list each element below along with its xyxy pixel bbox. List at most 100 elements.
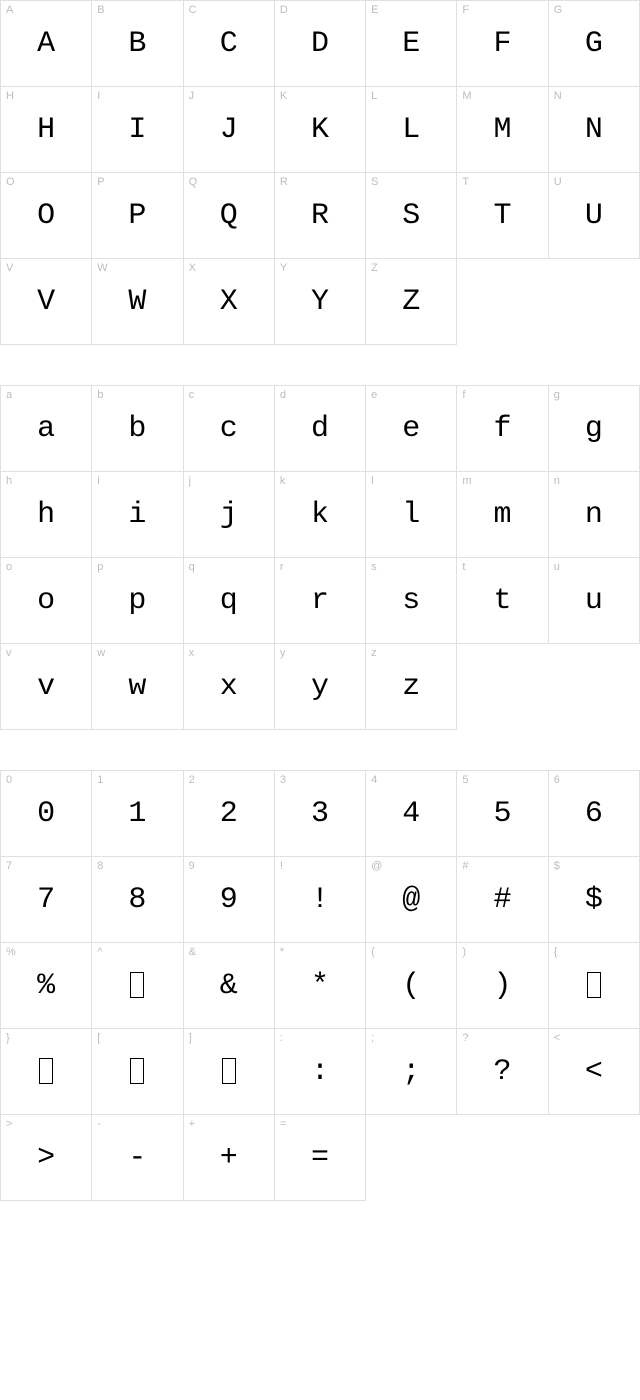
glyph-cell[interactable]: @@: [366, 857, 457, 943]
glyph-cell[interactable]: 77: [1, 857, 92, 943]
glyph-cell[interactable]: BB: [92, 1, 183, 87]
glyph-display: Z: [402, 287, 420, 317]
glyph-cell[interactable]: ::: [275, 1029, 366, 1115]
glyph-cell[interactable]: AA: [1, 1, 92, 87]
glyph-cell[interactable]: 99: [184, 857, 275, 943]
glyph-cell[interactable]: ss: [366, 558, 457, 644]
glyph-cell[interactable]: ii: [92, 472, 183, 558]
glyph-cell[interactable]: OO: [1, 173, 92, 259]
glyph-cell[interactable]: kk: [275, 472, 366, 558]
glyph-key-label: g: [554, 389, 560, 401]
glyph-cell[interactable]: HH: [1, 87, 92, 173]
glyph-key-label: ;: [371, 1032, 374, 1044]
glyph-cell[interactable]: --: [92, 1115, 183, 1201]
glyph-cell[interactable]: KK: [275, 87, 366, 173]
glyph-cell[interactable]: RR: [275, 173, 366, 259]
glyph-cell[interactable]: 00: [1, 771, 92, 857]
glyph-cell[interactable]: ??: [457, 1029, 548, 1115]
glyph-cell[interactable]: ==: [275, 1115, 366, 1201]
glyph-cell[interactable]: ##: [457, 857, 548, 943]
glyph-cell[interactable]: PP: [92, 173, 183, 259]
glyph-cell[interactable]: 11: [92, 771, 183, 857]
glyph-cell[interactable]: WW: [92, 259, 183, 345]
glyph-cell[interactable]: zz: [366, 644, 457, 730]
glyph-cell[interactable]: YY: [275, 259, 366, 345]
glyph-cell[interactable]: ;;: [366, 1029, 457, 1115]
glyph-cell[interactable]: XX: [184, 259, 275, 345]
glyph-display: d: [311, 414, 329, 444]
glyph-cell[interactable]: nn: [549, 472, 640, 558]
glyph-cell[interactable]: TT: [457, 173, 548, 259]
glyph-cell[interactable]: yy: [275, 644, 366, 730]
glyph-cell[interactable]: bb: [92, 386, 183, 472]
glyph-cell[interactable]: ww: [92, 644, 183, 730]
glyph-display: m: [494, 500, 512, 530]
glyph-cell[interactable]: [: [92, 1029, 183, 1115]
glyph-cell[interactable]: dd: [275, 386, 366, 472]
glyph-cell[interactable]: **: [275, 943, 366, 1029]
glyph-cell[interactable]: 55: [457, 771, 548, 857]
glyph-cell[interactable]: 88: [92, 857, 183, 943]
glyph-key-label: $: [554, 860, 560, 872]
glyph-cell[interactable]: rr: [275, 558, 366, 644]
glyph-cell[interactable]: FF: [457, 1, 548, 87]
glyph-key-label: D: [280, 4, 288, 16]
glyph-cell[interactable]: ee: [366, 386, 457, 472]
glyph-cell[interactable]: qq: [184, 558, 275, 644]
glyph-display: G: [585, 29, 603, 59]
glyph-cell[interactable]: DD: [275, 1, 366, 87]
glyph-cell[interactable]: ++: [184, 1115, 275, 1201]
glyph-cell[interactable]: pp: [92, 558, 183, 644]
glyph-key-label: 9: [189, 860, 195, 872]
glyph-cell[interactable]: ZZ: [366, 259, 457, 345]
glyph-cell[interactable]: ((: [366, 943, 457, 1029]
glyph-cell[interactable]: vv: [1, 644, 92, 730]
glyph-cell[interactable]: NN: [549, 87, 640, 173]
glyph-cell[interactable]: CC: [184, 1, 275, 87]
glyph-cell[interactable]: {: [549, 943, 640, 1029]
glyph-cell[interactable]: cc: [184, 386, 275, 472]
glyph-cell[interactable]: 44: [366, 771, 457, 857]
glyph-cell[interactable]: mm: [457, 472, 548, 558]
glyph-cell[interactable]: jj: [184, 472, 275, 558]
glyph-display: y: [311, 672, 329, 702]
glyph-cell[interactable]: MM: [457, 87, 548, 173]
glyph-cell[interactable]: 22: [184, 771, 275, 857]
empty-cell: [366, 1115, 457, 1201]
glyph-cell[interactable]: hh: [1, 472, 92, 558]
glyph-display: h: [37, 500, 55, 530]
glyph-cell[interactable]: aa: [1, 386, 92, 472]
glyph-cell[interactable]: >>: [1, 1115, 92, 1201]
glyph-cell[interactable]: QQ: [184, 173, 275, 259]
glyph-cell[interactable]: 33: [275, 771, 366, 857]
glyph-cell[interactable]: oo: [1, 558, 92, 644]
glyph-key-label: j: [189, 475, 191, 487]
glyph-cell[interactable]: LL: [366, 87, 457, 173]
glyph-cell[interactable]: GG: [549, 1, 640, 87]
glyph-cell[interactable]: ff: [457, 386, 548, 472]
glyph-cell[interactable]: uu: [549, 558, 640, 644]
glyph-cell[interactable]: xx: [184, 644, 275, 730]
glyph-cell[interactable]: <<: [549, 1029, 640, 1115]
glyph-display: [222, 1057, 236, 1087]
glyph-cell[interactable]: )): [457, 943, 548, 1029]
glyph-cell[interactable]: EE: [366, 1, 457, 87]
glyph-display: g: [585, 414, 603, 444]
glyph-cell[interactable]: !!: [275, 857, 366, 943]
glyph-cell[interactable]: ]: [184, 1029, 275, 1115]
glyph-cell[interactable]: UU: [549, 173, 640, 259]
glyph-cell[interactable]: ^: [92, 943, 183, 1029]
glyph-cell[interactable]: 66: [549, 771, 640, 857]
glyph-cell[interactable]: VV: [1, 259, 92, 345]
glyph-cell[interactable]: tt: [457, 558, 548, 644]
glyph-cell[interactable]: %%: [1, 943, 92, 1029]
glyph-cell[interactable]: gg: [549, 386, 640, 472]
glyph-cell[interactable]: II: [92, 87, 183, 173]
glyph-display: :: [311, 1057, 329, 1087]
glyph-cell[interactable]: $$: [549, 857, 640, 943]
glyph-cell[interactable]: SS: [366, 173, 457, 259]
glyph-cell[interactable]: &&: [184, 943, 275, 1029]
glyph-cell[interactable]: JJ: [184, 87, 275, 173]
glyph-cell[interactable]: }: [1, 1029, 92, 1115]
glyph-cell[interactable]: ll: [366, 472, 457, 558]
